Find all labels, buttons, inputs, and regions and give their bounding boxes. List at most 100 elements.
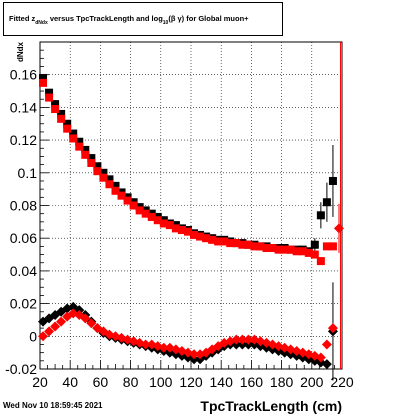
data-point-square (304, 248, 313, 257)
data-point-square (63, 124, 72, 133)
data-point-square (75, 137, 84, 146)
x-tick-label: 80 (123, 374, 139, 390)
data-point-square (39, 78, 48, 87)
data-point-square (69, 129, 78, 138)
x-tick-label: 20 (32, 374, 48, 390)
data-point-square (202, 234, 211, 243)
data-point-square (316, 211, 325, 220)
data-point-diamond (243, 334, 254, 345)
data-point-square (280, 245, 289, 254)
data-point-square (274, 245, 283, 254)
data-point-square (190, 230, 199, 239)
data-point-square (147, 212, 156, 221)
data-point-square (105, 175, 114, 184)
data-point-square (183, 227, 192, 236)
data-point-square (123, 196, 132, 205)
data-point-square (57, 114, 66, 123)
data-point-square (105, 180, 114, 189)
chart-title: Fitted zdNdx versus TpcTrackLength and l… (9, 14, 249, 26)
data-point-square (87, 158, 96, 167)
data-point-diamond (249, 334, 260, 345)
data-point-square (57, 109, 66, 118)
data-point-square (171, 224, 180, 233)
data-point-square (45, 88, 54, 97)
title-log-subscript: 10 (162, 20, 169, 26)
x-tick-label: 180 (270, 374, 294, 390)
data-point-square (81, 150, 90, 159)
data-point-diamond (333, 223, 344, 234)
y-tick-label: 0.14 (10, 99, 37, 115)
data-point-square (135, 206, 144, 215)
y-tick-label: -0.02 (5, 361, 37, 377)
data-point-square (141, 209, 150, 218)
date-stamp: Wed Nov 10 18:59:45 2021 (3, 401, 103, 410)
data-point-square (51, 100, 60, 109)
data-point-square (292, 247, 301, 256)
x-tick-label: 40 (62, 374, 78, 390)
x-tick-label: 200 (300, 374, 324, 390)
data-point-diamond (158, 342, 169, 353)
x-tick-label: 120 (179, 374, 203, 390)
data-point-square (322, 198, 331, 207)
data-point-diamond (56, 316, 67, 327)
data-point-square (75, 142, 84, 151)
x-tick-label: 60 (93, 374, 109, 390)
data-point-square (316, 257, 325, 266)
data-point-diamond (140, 339, 151, 350)
data-point-square (51, 105, 60, 114)
data-point-square (208, 235, 217, 244)
data-point-square (286, 245, 295, 254)
data-point-square (45, 93, 54, 102)
x-axis-label: TpcTrackLength (cm) (200, 398, 342, 414)
data-point-square (165, 221, 174, 230)
data-point-diamond (50, 321, 61, 332)
data-point-square (87, 154, 96, 163)
data-point-square (177, 226, 186, 235)
data-point-diamond (80, 313, 91, 324)
data-point-square (69, 134, 78, 143)
data-point-square (111, 181, 120, 190)
y-tick-label: 0.16 (10, 67, 37, 83)
data-point-square (250, 242, 259, 251)
data-point-diamond (321, 339, 332, 350)
data-point-square (99, 168, 108, 177)
data-point-square (328, 242, 337, 251)
data-point-square (153, 216, 162, 225)
data-point-square (310, 240, 319, 249)
data-point-square (81, 145, 90, 154)
y-tick-label: 0.1 (18, 165, 38, 181)
data-point-square (262, 244, 271, 253)
data-point-square (232, 239, 241, 248)
data-point-diamond (38, 331, 49, 342)
title-part-end: (β γ) for Global muon+ (168, 14, 249, 23)
data-point-square (117, 191, 126, 200)
data-point-square (220, 237, 229, 246)
data-point-square (196, 232, 205, 241)
y-tick-label: 0.12 (10, 132, 37, 148)
data-point-diamond (189, 349, 200, 360)
data-point-square (238, 240, 247, 249)
data-point-square (256, 242, 265, 251)
data-point-diamond (86, 318, 97, 329)
data-point-square (159, 219, 168, 228)
data-point-diamond (44, 326, 55, 337)
x-tick-label: 100 (149, 374, 173, 390)
chart-title-box: Fitted zdNdx versus TpcTrackLength and l… (3, 2, 283, 36)
y-tick-label: 0.08 (10, 198, 37, 214)
data-point-square (298, 247, 307, 256)
data-point-square (63, 119, 72, 128)
y-tick-label: 0.04 (10, 263, 37, 279)
data-point-diamond (327, 323, 338, 334)
data-point-square (99, 173, 108, 182)
x-tick-label: 160 (240, 374, 264, 390)
data-point-square (322, 242, 331, 251)
y-tick-label: 0.06 (10, 230, 37, 246)
data-point-square (111, 186, 120, 195)
data-point-square (39, 73, 48, 82)
data-point-square (310, 250, 319, 259)
x-tick-label: 220 (330, 374, 354, 390)
data-point-square (93, 162, 102, 171)
data-point-square (214, 237, 223, 246)
data-point-square (244, 240, 253, 249)
